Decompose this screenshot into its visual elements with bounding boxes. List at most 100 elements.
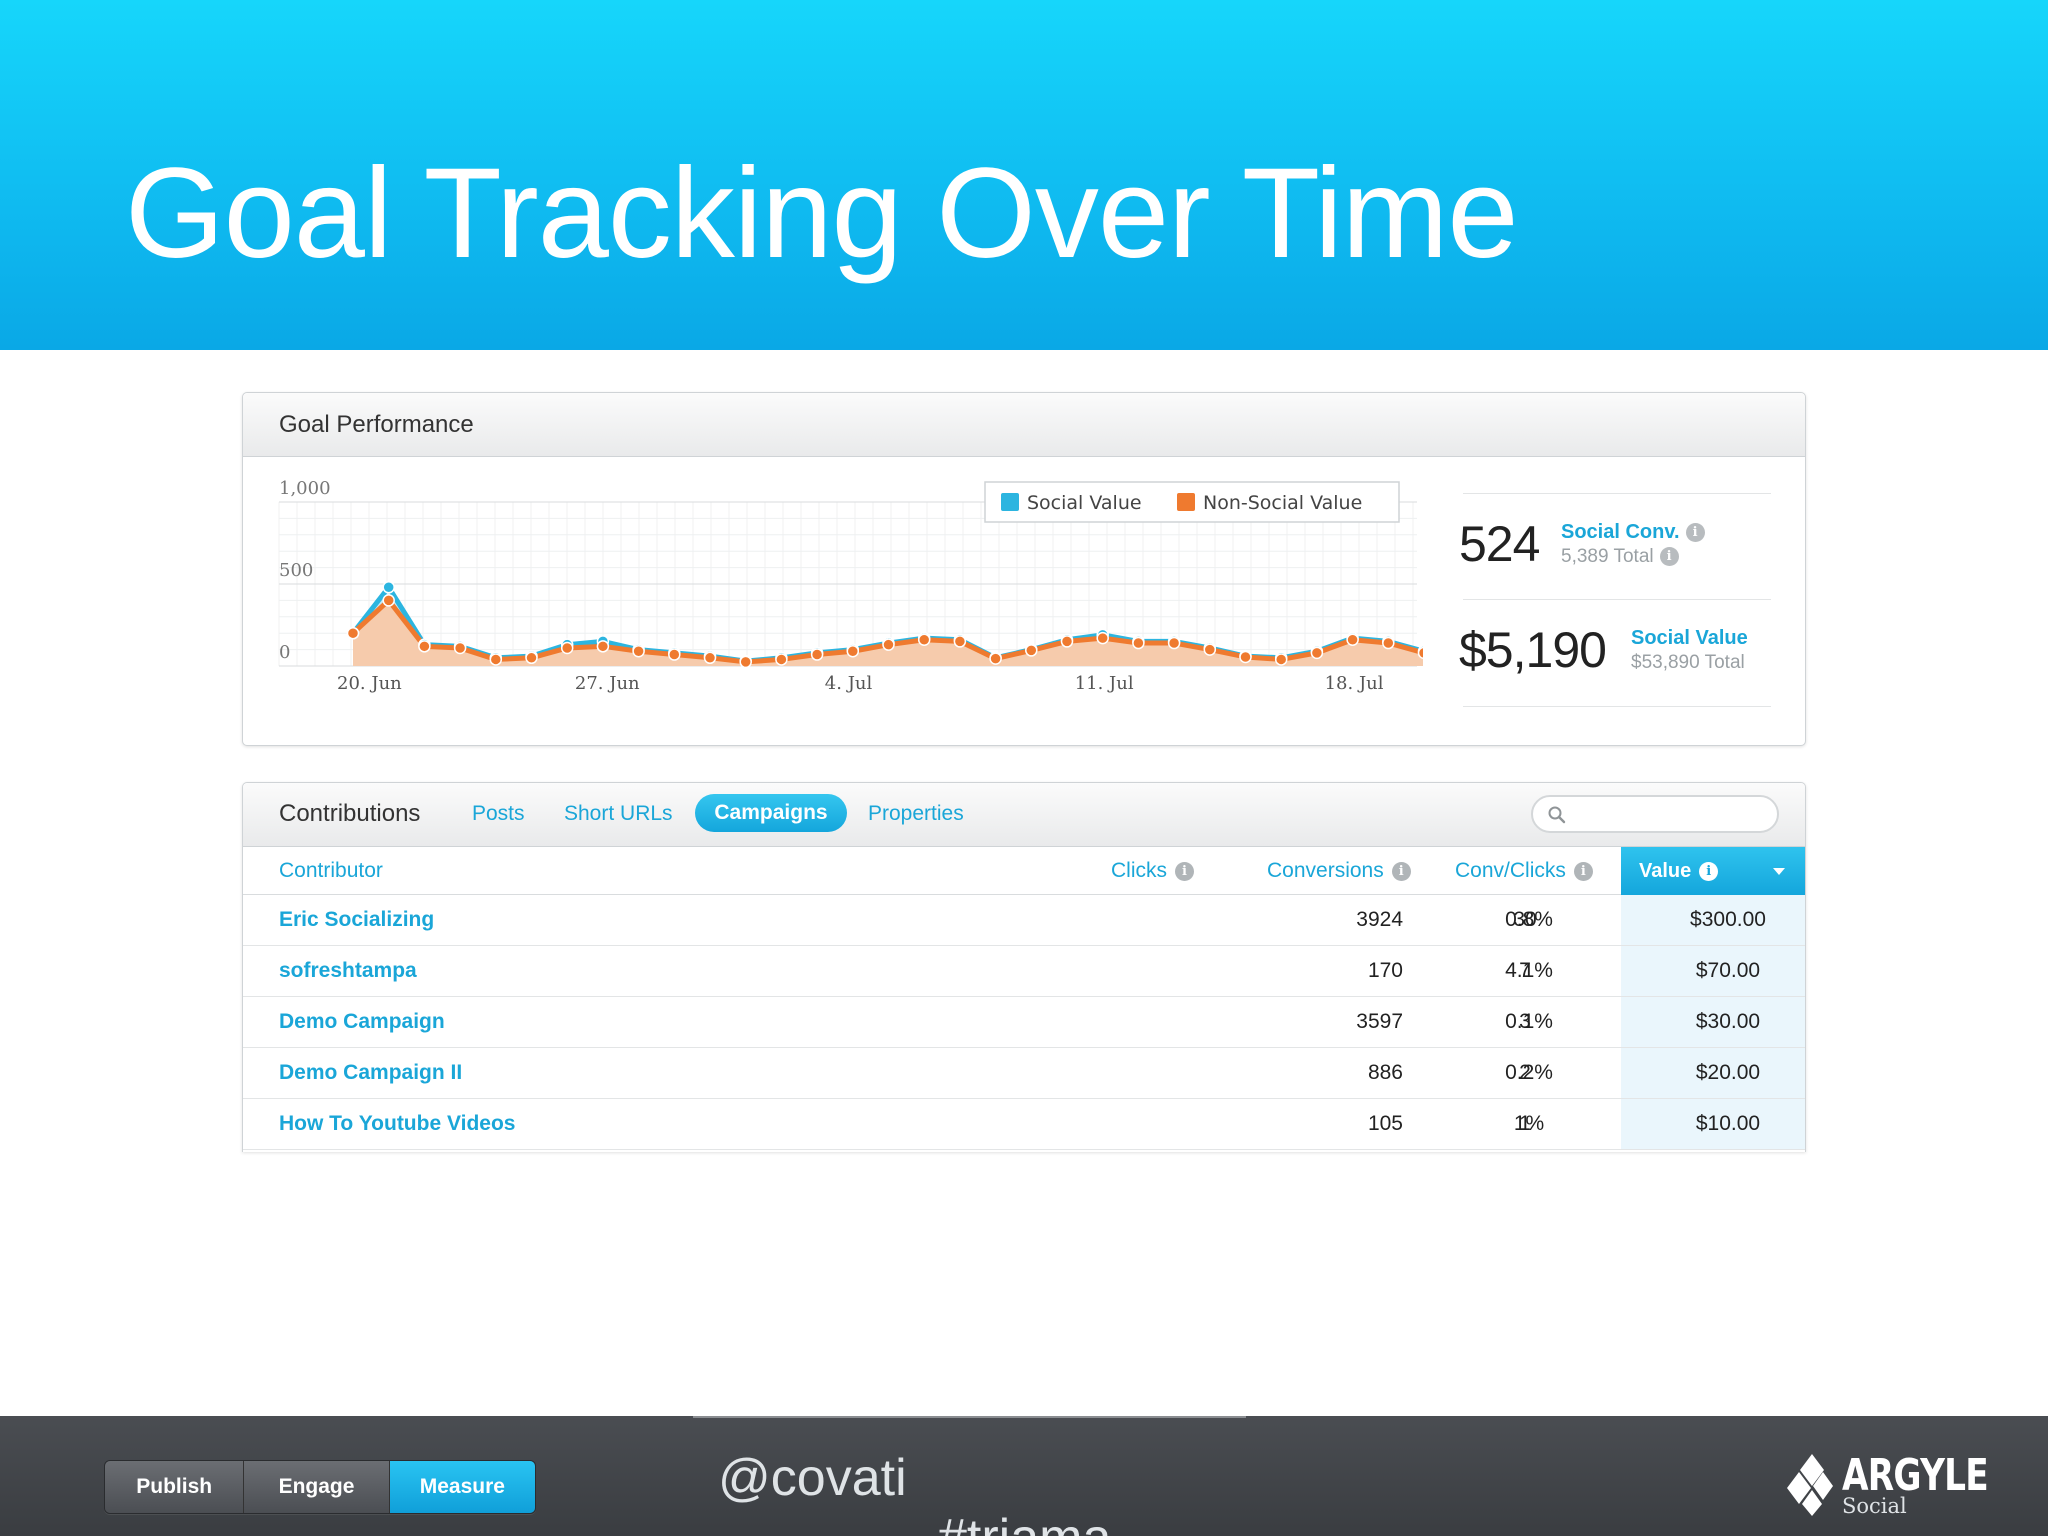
data-point[interactable] (1096, 631, 1109, 645)
data-point[interactable] (596, 640, 610, 653)
slide-title: Goal Tracking Over Time (125, 142, 1519, 285)
y-tick-label: 1,000 (279, 478, 331, 499)
tab-short-urls[interactable]: Short URLs (564, 802, 673, 825)
measure-button[interactable]: Measure (389, 1461, 535, 1513)
value-cell: $20.00 (1695, 1061, 1761, 1084)
footer-divider (693, 1416, 1246, 1418)
data-point[interactable] (1346, 633, 1359, 647)
sort-caret-icon[interactable] (1773, 868, 1785, 875)
contributor-link[interactable]: Demo Campaign II (279, 1061, 463, 1084)
data-point[interactable] (953, 635, 967, 648)
data-point[interactable] (1239, 650, 1252, 664)
clicks-cell: 886 (1367, 1061, 1403, 1084)
data-point[interactable] (632, 644, 645, 658)
legend-swatch[interactable] (1001, 493, 1019, 511)
y-tick-label: 0 (279, 642, 290, 663)
column-conversions-label[interactable]: Conversions (1267, 859, 1384, 882)
value-cell: $300.00 (1690, 908, 1766, 931)
column-conv-clicks[interactable]: Conv/Clicks i (1455, 847, 1593, 895)
value-cell-bg (1621, 1048, 1805, 1098)
conversions-cell: 3 (1519, 1010, 1531, 1033)
data-point[interactable] (560, 641, 574, 655)
social-conv-total-text: 5,389 Total (1561, 546, 1654, 567)
data-point[interactable] (846, 644, 860, 658)
conversions-cell: 7 (1519, 959, 1531, 982)
contributor-link[interactable]: Eric Socializing (279, 908, 435, 931)
column-value-label[interactable]: Value (1639, 860, 1692, 882)
chart-legend[interactable]: Social Value Non-Social Value (984, 481, 1400, 523)
data-point[interactable] (1167, 636, 1181, 650)
data-point[interactable] (1310, 646, 1324, 660)
value-cell: $70.00 (1695, 959, 1761, 982)
column-contributor[interactable]: Contributor (279, 859, 383, 882)
data-point[interactable] (1203, 643, 1217, 656)
contributions-panel: Contributions Posts Short URLs Campaigns… (242, 782, 1806, 1152)
info-icon[interactable]: i (1573, 861, 1593, 881)
social-value-total: $53,890 Total (1631, 652, 1745, 673)
value-cell-bg (1621, 946, 1805, 996)
info-icon[interactable]: i (1391, 861, 1411, 881)
legend-swatch[interactable] (1177, 493, 1195, 511)
data-point[interactable] (703, 651, 717, 665)
contributor-link[interactable]: Demo Campaign (279, 1010, 445, 1033)
data-point[interactable] (346, 626, 360, 640)
contributions-title: Contributions (279, 800, 421, 827)
value-cell: $30.00 (1695, 1010, 1761, 1033)
data-point[interactable] (810, 648, 824, 661)
conv-clicks-cell: 0.2% (1505, 1061, 1553, 1084)
column-clicks[interactable]: Clicks i (1111, 847, 1194, 895)
column-clicks-label[interactable]: Clicks (1111, 859, 1167, 882)
data-point[interactable] (1417, 646, 1424, 660)
legend-label[interactable]: Social Value (1027, 492, 1142, 514)
data-point[interactable] (489, 653, 503, 666)
tab-posts[interactable]: Posts (472, 802, 525, 825)
search-input[interactable] (1531, 795, 1779, 833)
twitter-handle: @covati (718, 1449, 907, 1507)
data-point[interactable] (382, 594, 395, 607)
data-point[interactable] (1025, 644, 1038, 657)
social-conv-number: 524 (1459, 516, 1540, 572)
social-value-number: $5,190 (1459, 622, 1607, 678)
info-icon[interactable]: i (1659, 547, 1679, 567)
tab-properties[interactable]: Properties (868, 802, 964, 825)
legend-label[interactable]: Non-Social Value (1203, 492, 1362, 514)
social-conv-label[interactable]: Social Conv. i (1561, 521, 1705, 544)
data-point[interactable] (1274, 653, 1288, 666)
conv-clicks-cell: 0.1% (1505, 1010, 1553, 1033)
x-tick-label: 20. Jun (337, 673, 402, 694)
publish-button[interactable]: Publish (105, 1461, 245, 1513)
column-value[interactable]: Value i (1621, 847, 1805, 895)
data-point[interactable] (1132, 636, 1145, 650)
engage-button[interactable]: Engage (244, 1461, 390, 1513)
data-point[interactable] (917, 633, 931, 647)
data-point[interactable] (382, 581, 395, 594)
data-point[interactable] (989, 652, 1002, 665)
data-point[interactable] (668, 648, 681, 661)
chart-points[interactable] (346, 581, 1424, 669)
contributor-link[interactable]: sofreshtampa (279, 959, 417, 982)
value-cell-bg (1621, 895, 1805, 945)
goal-panel-title: Goal Performance (279, 411, 474, 438)
column-conversions[interactable]: Conversions i (1267, 847, 1411, 895)
contributor-link[interactable]: How To Youtube Videos (279, 1112, 516, 1135)
info-icon[interactable]: i (1685, 523, 1705, 543)
data-point[interactable] (1060, 635, 1074, 648)
column-conv-clicks-label[interactable]: Conv/Clicks (1455, 859, 1566, 882)
data-point[interactable] (739, 655, 752, 669)
data-point[interactable] (882, 638, 895, 651)
social-conv-label-text[interactable]: Social Conv. (1561, 521, 1680, 543)
data-point[interactable] (1382, 636, 1395, 650)
data-point[interactable] (775, 653, 788, 666)
section-switcher[interactable]: Publish Engage Measure (104, 1460, 536, 1514)
info-icon[interactable]: i (1699, 862, 1719, 882)
x-tick-label: 11. Jul (1075, 673, 1134, 694)
info-icon[interactable]: i (1175, 861, 1194, 881)
conversions-cell: 2 (1519, 1061, 1531, 1084)
data-point[interactable] (525, 651, 538, 665)
data-point[interactable] (453, 641, 467, 655)
social-value-label[interactable]: Social Value (1631, 627, 1748, 649)
x-tick-label: 27. Jun (575, 673, 640, 694)
tab-campaigns[interactable]: Campaigns (695, 794, 847, 832)
data-point[interactable] (418, 640, 431, 653)
chart-grid (278, 501, 1417, 667)
